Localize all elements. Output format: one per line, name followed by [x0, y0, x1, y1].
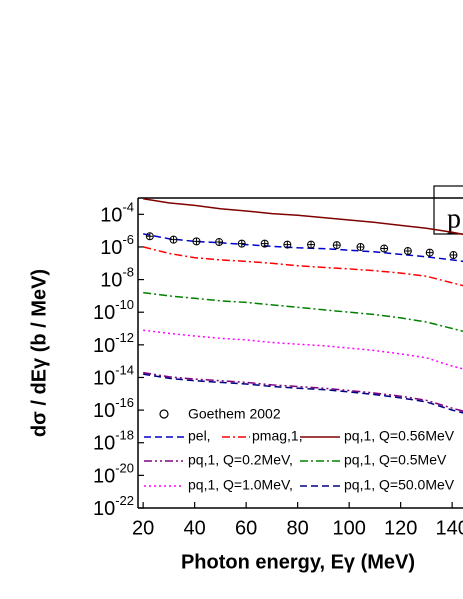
series-line: [143, 371, 463, 412]
point-cross: [261, 240, 269, 248]
legend-label: pq,1, Q=1.0MeV,: [188, 477, 293, 493]
x-tick-label: 140: [435, 517, 463, 539]
point-cross: [426, 249, 434, 257]
series-line: [143, 233, 463, 263]
legend-label: pq,1, Q=0.5MeV: [344, 452, 447, 468]
y-tick-label: 10-8: [100, 265, 134, 292]
y-tick-label: 10-18: [93, 428, 134, 455]
y-tick-label: 10-20: [93, 461, 134, 488]
legend-label: pmag,1,: [252, 428, 303, 444]
point-cross: [333, 241, 341, 249]
data-point: [356, 242, 365, 251]
data-point: [283, 240, 292, 249]
point-cross: [170, 236, 178, 244]
data-point: [332, 241, 341, 250]
data-point: [307, 240, 316, 249]
data-point: [260, 239, 269, 248]
y-tick-label: 10-10: [93, 298, 134, 325]
data-point: [449, 251, 458, 260]
point-cross: [356, 243, 364, 251]
data-point: [237, 239, 246, 248]
point-cross: [192, 237, 200, 245]
point-cross: [283, 241, 291, 249]
point-cross: [307, 241, 315, 249]
y-axis-label: dσ / dEγ (b / MeV): [28, 269, 50, 437]
x-axis-label: Photon energy, Eγ (MeV): [181, 551, 415, 573]
data-point: [380, 244, 389, 253]
data-point: [215, 238, 224, 247]
x-tick-label: 100: [332, 517, 365, 539]
series-line: [143, 291, 463, 333]
legend-label: Goethem 2002: [188, 406, 281, 422]
point-cross: [215, 238, 223, 246]
x-tick-label: 20: [132, 517, 154, 539]
x-tick-label: 120: [384, 517, 417, 539]
data-point: [192, 237, 201, 246]
series-line: [143, 373, 463, 414]
point-cross: [449, 251, 457, 259]
y-tick-label: 10-22: [93, 493, 134, 520]
legend-label: pq,1, Q=0.2MeV,: [188, 452, 293, 468]
point-cross: [238, 240, 246, 248]
series-line: [143, 198, 463, 236]
y-tick-label: 10-4: [100, 200, 134, 227]
y-tick-label: 10-16: [93, 396, 134, 423]
y-tick-label: 10-12: [93, 330, 134, 357]
x-tick-label: 40: [184, 517, 206, 539]
x-tick-label: 60: [235, 517, 257, 539]
annotation: p: [447, 203, 461, 234]
data-point: [425, 248, 434, 257]
point-cross: [146, 232, 154, 240]
data-point: [169, 235, 178, 244]
y-tick-label: 10-14: [93, 363, 134, 390]
series-line: [143, 329, 463, 370]
x-tick-label: 80: [287, 517, 309, 539]
data-point: [403, 247, 412, 256]
legend-marker: [159, 409, 169, 419]
legend-label: pq,1, Q=0.56MeV: [344, 428, 455, 444]
legend-label: pq,1, Q=50.0MeV: [344, 477, 455, 493]
data-point: [145, 232, 154, 241]
y-tick-label: 10-6: [100, 232, 134, 259]
annotation-box: [433, 185, 463, 235]
legend-label: pel,: [188, 428, 211, 444]
point-cross: [404, 247, 412, 255]
series-line: [143, 246, 463, 287]
point-cross: [380, 245, 388, 253]
